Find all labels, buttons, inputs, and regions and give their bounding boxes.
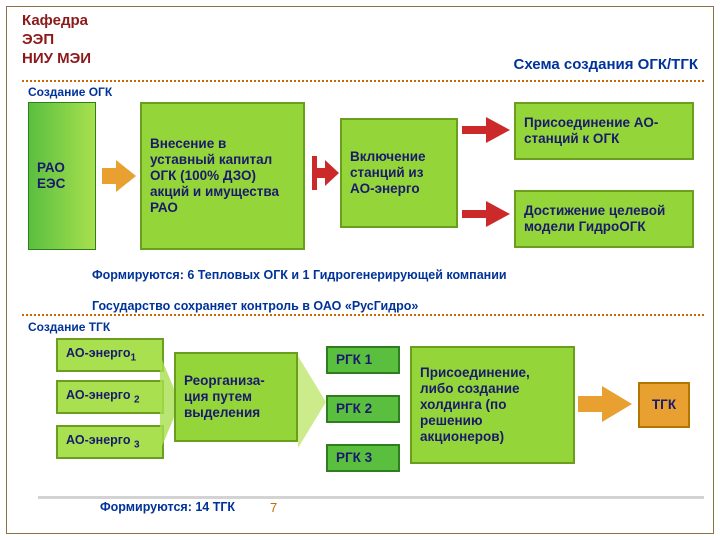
wedge-reorg-to-rgk <box>298 356 326 448</box>
holding-box: Присоединение, либо создание холдинга (п… <box>410 346 575 464</box>
arrow4-head <box>602 386 632 422</box>
ogk-step2-box: Внесение в уставный капитал ОГК (100% ДЗ… <box>140 102 305 250</box>
ogk-note1: Формируются: 6 Тепловых ОГК и 1 Гидроген… <box>92 268 612 284</box>
ao1-text: АО-энерго1 <box>66 346 136 365</box>
arrow2-tail <box>317 168 325 178</box>
ogk-out2-box: Достижение целевой модели ГидроОГК <box>514 190 694 248</box>
rgk3-box: РГК 3 <box>326 444 400 472</box>
arrow2-head <box>325 160 339 186</box>
rgk1-text: РГК 1 <box>336 352 372 368</box>
ogk-step3-text: Включение станций из АО-энерго <box>350 149 448 198</box>
holding-text: Присоединение, либо создание холдинга (п… <box>420 365 565 446</box>
ogk-out2-text: Достижение целевой модели ГидроОГК <box>524 203 684 235</box>
arrow3a-tail <box>462 126 486 134</box>
footer-line <box>38 496 704 499</box>
rgk2-text: РГК 2 <box>336 401 372 417</box>
arrow3b-tail <box>462 210 486 218</box>
ogk-section-label: Создание ОГК <box>28 85 112 99</box>
arrow4-tail <box>578 396 602 412</box>
tgk-section-label: Создание ТГК <box>28 320 110 334</box>
dept-line1: Кафедра <box>22 12 91 31</box>
arrow1-head <box>116 160 136 192</box>
arrow3b-head <box>486 201 510 227</box>
ao2-text: АО-энерго 2 <box>66 388 140 407</box>
ao3-text: АО-энерго 3 <box>66 433 140 452</box>
ogk-step2-text: Внесение в уставный капитал ОГК (100% ДЗ… <box>150 136 295 217</box>
ao2-box: АО-энерго 2 <box>56 380 164 414</box>
page-title: Схема создания ОГК/ТГК <box>514 56 699 73</box>
dept-header: Кафедра ЭЭП НИУ МЭИ <box>22 12 91 68</box>
ogk-out1-box: Присоединение АО-станций к ОГК <box>514 102 694 160</box>
ao3-box: АО-энерго 3 <box>56 425 164 459</box>
slide-number: 7 <box>270 500 277 515</box>
arrow3a-head <box>486 117 510 143</box>
ogk-step3-box: Включение станций из АО-энерго <box>340 118 458 228</box>
rao-text: РАО ЕЭС <box>37 160 87 192</box>
tgk-result-box: ТГК <box>638 382 690 428</box>
dept-line2: ЭЭП <box>22 31 91 50</box>
dept-line3: НИУ МЭИ <box>22 50 91 69</box>
divider-top <box>22 80 704 82</box>
tgk-result-text: ТГК <box>652 397 676 413</box>
ao1-box: АО-энерго1 <box>56 338 164 372</box>
rgk3-text: РГК 3 <box>336 450 372 466</box>
rao-box: РАО ЕЭС <box>28 102 96 250</box>
reorg-text: Реорганиза-ция путем выделения <box>184 373 288 422</box>
arrow1-tail <box>102 168 116 184</box>
ogk-out1-text: Присоединение АО-станций к ОГК <box>524 115 684 147</box>
ogk-note2: Государство сохраняет контроль в ОАО «Ру… <box>92 299 612 315</box>
rgk2-box: РГК 2 <box>326 395 400 423</box>
reorg-box: Реорганиза-ция путем выделения <box>174 352 298 442</box>
rgk1-box: РГК 1 <box>326 346 400 374</box>
